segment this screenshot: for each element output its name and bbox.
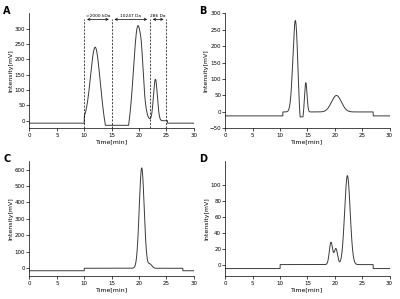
Y-axis label: Intensity[mV]: Intensity[mV] [8,198,14,240]
Text: A: A [3,6,11,16]
Text: >2000 kDa: >2000 kDa [86,14,110,18]
X-axis label: Time[min]: Time[min] [291,287,324,292]
X-axis label: Time[min]: Time[min] [96,139,128,144]
X-axis label: Time[min]: Time[min] [291,139,324,144]
Text: C: C [3,154,10,164]
X-axis label: Time[min]: Time[min] [96,287,128,292]
Text: 286 Da: 286 Da [150,14,166,18]
Text: B: B [199,6,206,16]
Y-axis label: Intensity[mV]: Intensity[mV] [203,49,208,92]
Text: D: D [199,154,207,164]
Text: 10247 Da: 10247 Da [120,14,141,18]
Y-axis label: Intensity[mV]: Intensity[mV] [204,198,209,240]
Y-axis label: Intensity[mV]: Intensity[mV] [8,49,14,92]
